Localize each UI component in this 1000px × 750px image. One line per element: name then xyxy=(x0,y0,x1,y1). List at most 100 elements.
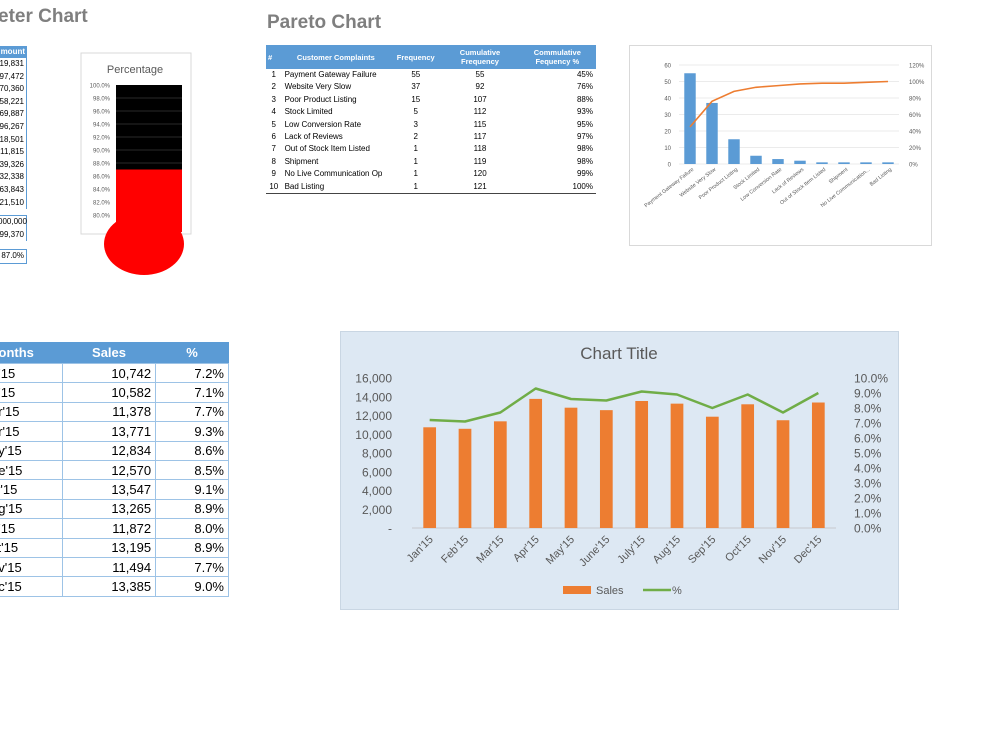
sales-y2-tick: 2.0% xyxy=(854,492,882,506)
pareto-cell: 1 xyxy=(413,156,418,166)
sales-percent-line xyxy=(429,387,819,423)
pareto-bar xyxy=(860,162,872,164)
sales-y2-tick: 8.0% xyxy=(854,402,882,416)
pareto-cell: 9 xyxy=(271,169,276,179)
sales-y2-tick: 1.0% xyxy=(854,507,882,521)
pareto-bar xyxy=(684,73,696,164)
sales-y-tick: 8,000 xyxy=(362,447,392,461)
pareto-bar xyxy=(706,102,718,164)
sales-y-tick: 4,000 xyxy=(362,484,392,498)
amount-cell: 21,510 xyxy=(0,196,27,210)
sales-cell: 8.0% xyxy=(155,518,229,539)
amount-header: mount xyxy=(0,46,27,58)
thermometer-empty-column xyxy=(116,85,182,170)
pareto-cell: 107 xyxy=(473,94,487,104)
pareto-y2-tick: 20% xyxy=(909,146,922,152)
pareto-chart-frame xyxy=(629,45,932,246)
thermometer-tick-label: 92.0% xyxy=(93,136,111,142)
pareto-cell: 2 xyxy=(271,82,276,92)
pareto-cell: 55 xyxy=(475,70,485,79)
pareto-col-cumulative-pct: Commulative Fequency % xyxy=(518,45,596,69)
sales-y-tick: 16,000 xyxy=(355,372,392,386)
pareto-table: # Customer Complaints Frequency Cumulati… xyxy=(266,45,596,195)
pareto-col-number: # xyxy=(266,45,282,69)
sales-cell: 10,582 xyxy=(61,382,157,403)
sales-cell: 12,570 xyxy=(61,459,157,481)
pareto-cell: 100% xyxy=(518,180,596,195)
pareto-cell: 121 xyxy=(441,180,519,195)
pareto-cell: 7 xyxy=(271,144,276,154)
pareto-cell: 88% xyxy=(576,94,593,104)
pareto-bar xyxy=(838,162,850,164)
pareto-cell: 118 xyxy=(473,144,487,154)
pareto-row: 6 Lack of Reviews 2 117 97% xyxy=(266,131,596,143)
amount-cell: 96,267 xyxy=(0,120,27,134)
sales-cell: 12,834 xyxy=(61,440,157,461)
pareto-y2-tick: 40% xyxy=(909,130,922,136)
sales-col-sales: Sales xyxy=(62,342,156,364)
pareto-y-tick: 60 xyxy=(664,64,671,70)
pareto-bar xyxy=(772,159,784,164)
sales-cell: 8.9% xyxy=(155,498,229,520)
pareto-y2-tick: 0% xyxy=(909,163,918,169)
sales-y2-tick: 4.0% xyxy=(854,462,882,476)
sales-bar xyxy=(811,402,825,528)
sales-y2-tick: 10.0% xyxy=(854,372,888,386)
sales-cell: 13,771 xyxy=(61,421,157,442)
pareto-row: 1 Payment Gateway Failure 55 55 45% xyxy=(266,69,596,81)
pareto-cell: 1 xyxy=(390,180,442,195)
sales-cell: 13,547 xyxy=(61,479,157,500)
sales-cell: 11,494 xyxy=(61,556,157,578)
pareto-cell: 10 xyxy=(266,180,282,195)
pareto-cell: 5 xyxy=(271,119,276,129)
sales-cell: ct'15 xyxy=(0,537,63,558)
pareto-row: 2 Website Very Slow 37 92 76% xyxy=(266,81,596,93)
sales-y2-tick: 9.0% xyxy=(854,387,882,401)
pareto-y2-tick: 100% xyxy=(909,80,925,86)
thermometer-tick-label: 96.0% xyxy=(93,110,111,116)
amount-cell: 97,472 xyxy=(0,70,27,84)
thermometer-bulb xyxy=(104,213,184,275)
sales-y2-tick: 7.0% xyxy=(854,417,882,431)
sales-cell: 7.2% xyxy=(155,362,229,384)
sales-y2-tick: 6.0% xyxy=(854,432,882,446)
amount-cell: 69,887 xyxy=(0,108,27,121)
sales-cell: 8.6% xyxy=(155,440,229,461)
sales-cell: 13,265 xyxy=(61,498,157,520)
pareto-cell: 115 xyxy=(473,119,487,129)
pareto-row: 5 Low Conversion Rate 3 115 95% xyxy=(266,119,596,131)
pareto-y-tick: 50 xyxy=(664,80,671,86)
sales-y-tick: 2,000 xyxy=(362,503,392,517)
pareto-cell: No Live Communication Op xyxy=(284,169,383,179)
sales-y2-tick: 5.0% xyxy=(854,447,882,461)
pareto-row: 10 Bad Listing 1 121 100% xyxy=(266,180,596,195)
sales-y2-tick: 3.0% xyxy=(854,477,882,491)
pareto-col-complaints: Customer Complaints xyxy=(281,45,391,69)
sales-cell: 11,872 xyxy=(61,518,157,539)
sales-chart: Chart Title 16,000 14,000 12,000 10,000 8,00… xyxy=(340,331,899,610)
thermometer-title: Percentage xyxy=(107,64,163,76)
sales-bar xyxy=(670,403,684,528)
sales-y-tick: - xyxy=(388,522,392,536)
pareto-cell: 119 xyxy=(473,156,487,166)
pareto-cell: Poor Product Listing xyxy=(284,94,357,104)
pareto-cell: 2 xyxy=(413,132,418,142)
pareto-cell: 3 xyxy=(413,119,418,129)
sales-cell: ar'15 xyxy=(0,401,63,423)
pareto-col-frequency: Frequency xyxy=(390,45,442,69)
pareto-y2-tick: 60% xyxy=(909,113,922,119)
sales-col-percent: % xyxy=(155,342,229,364)
sales-cell: 11,378 xyxy=(61,401,157,423)
sales-bar xyxy=(776,420,790,528)
pareto-y2-tick: 120% xyxy=(909,64,925,70)
sales-cell: 9.3% xyxy=(155,421,229,442)
pareto-cell: 37 xyxy=(411,82,421,92)
pareto-chart: 6050403020100120%100%80%60%40%20%0%Payme… xyxy=(629,45,932,246)
sales-cell: 9.0% xyxy=(155,576,229,597)
thermometer-tick-label: 98.0% xyxy=(93,97,111,103)
sales-cell: b'15 xyxy=(0,382,63,403)
